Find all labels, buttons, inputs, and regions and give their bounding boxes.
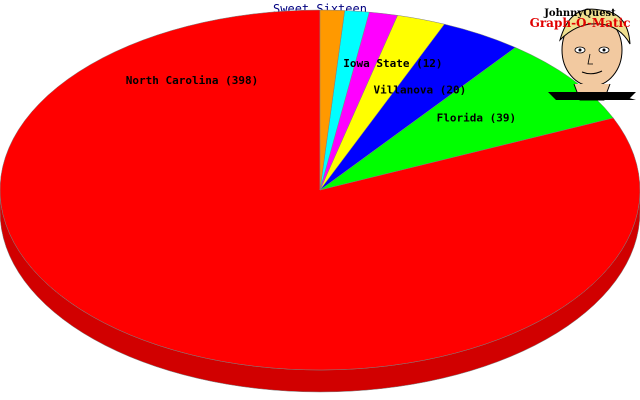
slice-unlabeled-6: [319, 9, 345, 191]
slice-labels: North Carolina (398) Florida (39) Villanov…: [126, 57, 516, 124]
logo-line-1: JohnnyQuest: [543, 8, 616, 19]
graph-o-matic-logo: JohnnyQuest Graph-O-Matic: [530, 8, 636, 101]
slice-label-1: Florida (39): [437, 111, 516, 124]
slice-label-3: Iowa State (12): [343, 57, 442, 70]
slice-label-2: Villanova (20): [374, 84, 467, 97]
slice-label-0: North Carolina (398): [126, 74, 258, 87]
pie-slices: [0, 9, 640, 371]
slice-florida: [319, 47, 614, 191]
cartoon-face-icon: [548, 8, 636, 101]
logo-line-2: Graph-O-Matic: [530, 16, 631, 30]
